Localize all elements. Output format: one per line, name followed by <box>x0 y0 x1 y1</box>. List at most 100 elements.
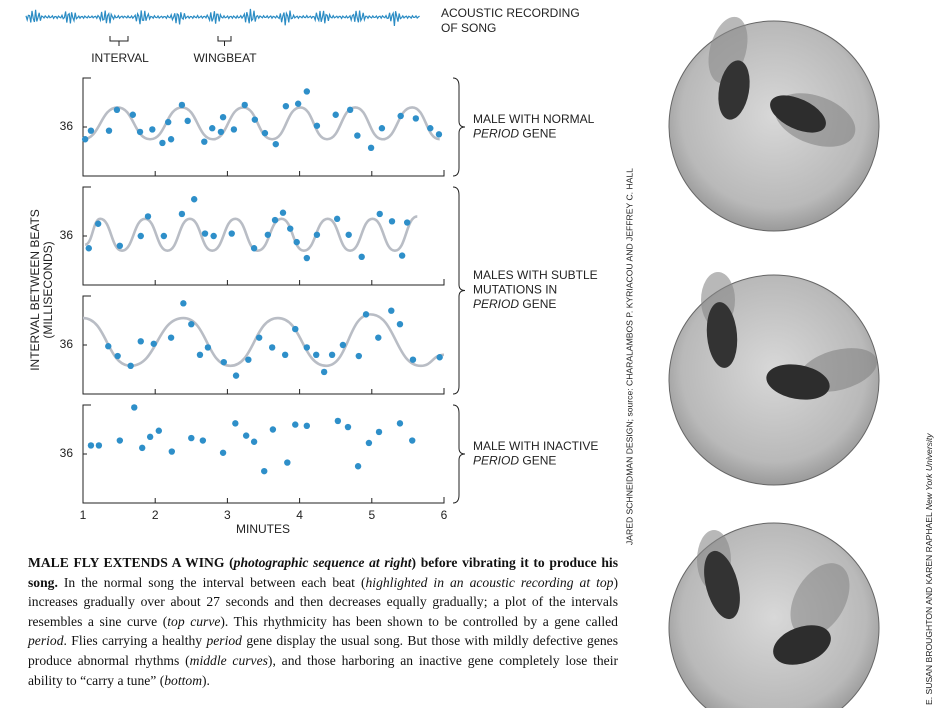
song-waveform <box>25 8 420 26</box>
data-point <box>155 427 163 434</box>
data-point <box>365 439 373 447</box>
caption-segment: ). This rhythmicity has been shown to be… <box>220 613 618 629</box>
fitted-curve <box>82 106 441 141</box>
annotation-gene: PERIOD GENE <box>473 453 556 467</box>
data-point <box>87 127 95 134</box>
data-point <box>292 325 299 333</box>
data-point <box>242 432 250 439</box>
brace <box>452 404 466 504</box>
recording-label: ACOUSTIC RECORDING <box>441 6 580 20</box>
data-point <box>409 356 417 363</box>
data-point <box>409 437 416 444</box>
data-point <box>167 334 175 341</box>
caption: MALE FLY EXTENDS A WING (photographic se… <box>28 553 618 690</box>
data-point <box>129 111 137 118</box>
data-point <box>127 362 134 370</box>
data-point <box>251 116 259 123</box>
data-point <box>180 300 187 307</box>
data-point <box>167 136 175 143</box>
data-point <box>139 444 146 452</box>
data-point <box>344 423 352 431</box>
caption-segment: period <box>28 633 64 649</box>
graphic-credit: JARED SCHNEIDMAN DESIGN; source: CHARALA… <box>624 168 634 545</box>
data-point <box>113 106 121 114</box>
caption-segment: gene display the usual song. But those w… <box>28 633 618 668</box>
caption-segment: highlighted in an acoustic recording at … <box>365 574 614 590</box>
data-point <box>184 117 191 125</box>
photo-credit-affiliation: New York University <box>924 433 934 510</box>
data-point <box>261 129 269 137</box>
gene-word: GENE <box>522 297 556 311</box>
data-point <box>427 125 434 132</box>
data-point <box>303 88 311 95</box>
caption-segment: MALE FLY EXTENDS A WING ( <box>28 555 234 570</box>
x-tick-label: 2 <box>152 508 159 522</box>
caption-segment: ), and those harboring an inactive gene … <box>28 652 619 688</box>
data-point <box>217 128 225 136</box>
data-point <box>378 125 386 132</box>
data-point <box>375 428 383 436</box>
data-point <box>94 220 102 227</box>
data-point <box>220 358 227 366</box>
photo-1 <box>668 16 880 232</box>
wingbeat-label: WINGBEAT <box>193 51 257 65</box>
annotation-line: MUTATIONS IN <box>473 283 557 297</box>
annotation-line: MALES WITH SUBTLE <box>473 268 598 282</box>
data-point <box>204 344 212 351</box>
data-point <box>346 106 354 114</box>
annotation-line: MALE WITH NORMAL <box>473 112 595 126</box>
data-point <box>232 420 239 427</box>
y-tick-label: 36 <box>60 337 74 351</box>
data-point <box>144 213 152 220</box>
data-point <box>255 334 263 341</box>
fitted-curve <box>82 313 445 368</box>
data-point <box>188 320 195 328</box>
data-point <box>178 101 186 109</box>
gene-name: PERIOD <box>473 297 519 311</box>
photo-credit-names: E. SUSAN BROUGHTON AND KAREN RAPHAEL <box>924 512 934 705</box>
data-point <box>87 442 95 449</box>
data-point <box>160 232 168 240</box>
data-point <box>375 334 382 341</box>
data-point <box>150 340 157 347</box>
gene-word: GENE <box>522 453 556 467</box>
data-point <box>396 420 404 427</box>
data-point <box>164 118 172 126</box>
data-point <box>292 421 299 428</box>
data-point <box>168 448 176 455</box>
panel-frame <box>82 186 445 286</box>
data-point <box>269 426 277 433</box>
data-point <box>436 354 443 361</box>
data-point <box>271 216 279 224</box>
data-point <box>354 132 361 139</box>
caption-segment: ). <box>202 672 210 688</box>
data-point <box>149 126 156 133</box>
data-point <box>228 230 235 237</box>
data-point <box>398 252 406 259</box>
y-tick-label: 36 <box>60 446 74 460</box>
data-point <box>95 442 103 449</box>
data-point <box>313 351 320 358</box>
fitted-curve <box>84 215 418 253</box>
caption-segment: middle curves <box>189 652 268 668</box>
photo-credit: E. SUSAN BROUGHTON AND KAREN RAPHAEL New… <box>924 433 934 705</box>
panel-frame <box>82 404 445 504</box>
gene-name: PERIOD <box>473 453 519 467</box>
y-axis-label: INTERVAL BETWEEN BEATS <box>28 209 42 371</box>
caption-segment: ) before vibrating it to produce his son… <box>28 555 618 590</box>
data-point <box>367 144 375 152</box>
photo-3 <box>668 522 880 708</box>
data-point <box>137 232 144 240</box>
data-point <box>396 320 404 328</box>
caption-segment: period <box>206 633 242 649</box>
data-point <box>178 210 186 218</box>
data-point <box>355 352 363 360</box>
data-point <box>81 136 89 143</box>
brace <box>452 77 466 177</box>
y-tick-label: 36 <box>60 228 74 242</box>
caption-segment: bottom <box>164 672 203 688</box>
data-point <box>333 215 341 223</box>
data-point <box>388 307 395 314</box>
